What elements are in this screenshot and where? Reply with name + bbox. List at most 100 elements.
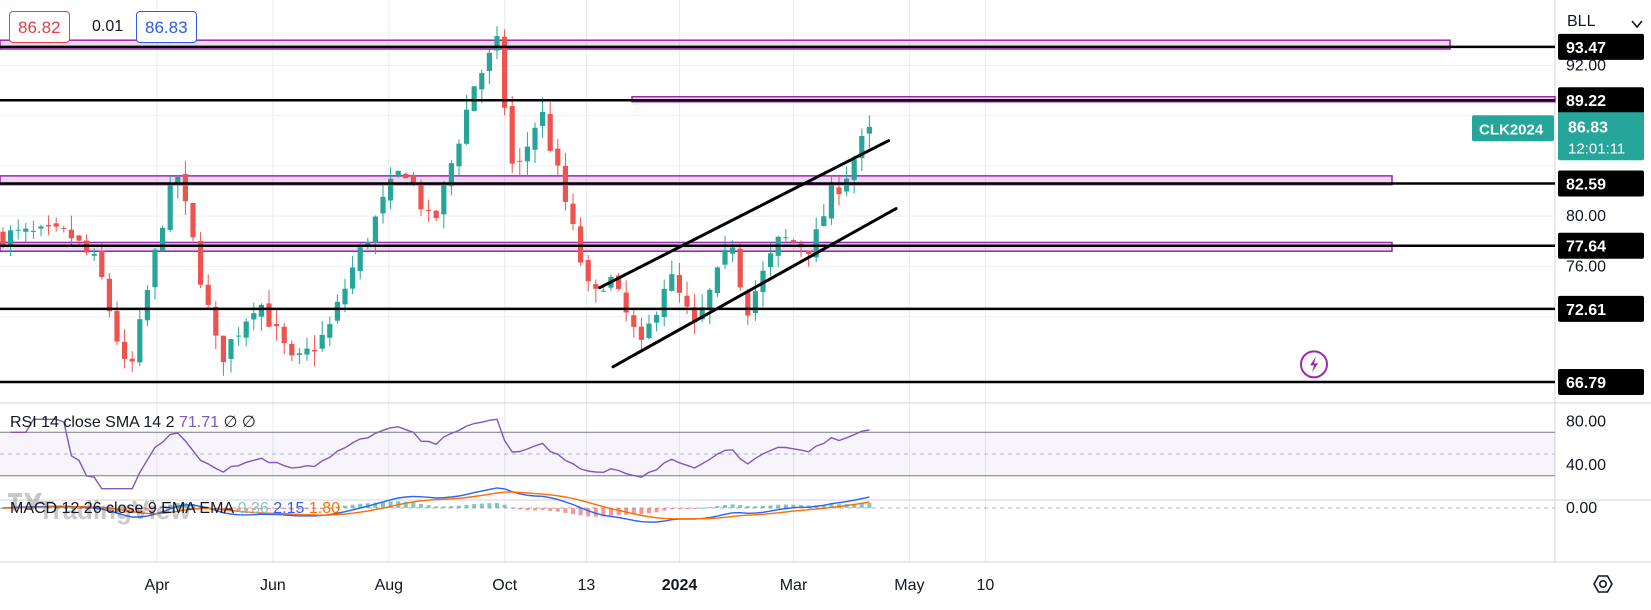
level-price-label[interactable]: 89.22 <box>1558 87 1644 114</box>
level-price-label[interactable]: 82.59 <box>1558 170 1644 197</box>
candle[interactable] <box>137 308 143 367</box>
candle[interactable] <box>646 314 652 340</box>
candle[interactable] <box>623 280 629 322</box>
level-price-label[interactable]: 77.64 <box>1558 232 1644 259</box>
candle[interactable] <box>53 217 59 232</box>
candle[interactable] <box>692 294 698 335</box>
candle[interactable] <box>243 318 249 347</box>
candle[interactable] <box>456 139 462 177</box>
candle[interactable] <box>175 174 181 199</box>
ask-price-box[interactable]: 86.83 <box>136 11 197 43</box>
candle[interactable] <box>783 229 789 244</box>
candle[interactable] <box>517 148 523 177</box>
candle[interactable] <box>654 311 660 332</box>
level-price-label[interactable]: 72.61 <box>1558 295 1644 322</box>
candle[interactable] <box>342 278 348 313</box>
channel-upper-line[interactable] <box>598 139 890 290</box>
candle[interactable] <box>532 122 538 164</box>
candle[interactable] <box>182 160 188 215</box>
candle[interactable] <box>547 101 553 153</box>
candle[interactable] <box>327 316 333 347</box>
candle[interactable] <box>737 241 743 291</box>
candle[interactable] <box>851 155 857 194</box>
candle[interactable] <box>380 183 386 224</box>
candle[interactable] <box>494 26 500 60</box>
candle[interactable] <box>220 335 226 376</box>
symbol-label[interactable]: CLK2024 <box>1472 115 1554 142</box>
candle[interactable] <box>555 139 561 177</box>
candle[interactable] <box>129 351 135 372</box>
candle[interactable] <box>844 166 850 197</box>
candle[interactable] <box>426 199 432 222</box>
candle[interactable] <box>524 132 530 177</box>
candle[interactable] <box>251 302 257 331</box>
candle[interactable] <box>509 96 515 174</box>
candle[interactable] <box>433 209 439 222</box>
candle[interactable] <box>502 29 508 116</box>
candle[interactable] <box>281 323 287 355</box>
candle[interactable] <box>714 266 720 298</box>
candle[interactable] <box>866 115 872 149</box>
candle[interactable] <box>661 279 667 327</box>
candle[interactable] <box>441 181 447 229</box>
candle[interactable] <box>486 46 492 84</box>
candle[interactable] <box>160 225 166 252</box>
candle[interactable] <box>365 237 371 250</box>
candle[interactable] <box>745 289 751 325</box>
candle[interactable] <box>821 204 827 227</box>
candle[interactable] <box>768 242 774 277</box>
candle[interactable] <box>319 321 325 352</box>
settings-gear-icon[interactable] <box>1593 575 1613 593</box>
bid-price-box[interactable]: 86.82 <box>9 11 70 43</box>
candle[interactable] <box>8 225 14 257</box>
supply-demand-zone[interactable] <box>0 39 1451 50</box>
candle[interactable] <box>395 170 401 178</box>
candle[interactable] <box>775 235 781 267</box>
candle[interactable] <box>46 215 52 236</box>
candle[interactable] <box>631 310 637 338</box>
candle[interactable] <box>91 248 97 261</box>
candle[interactable] <box>464 94 470 145</box>
candle[interactable] <box>99 242 105 280</box>
candle[interactable] <box>562 152 568 211</box>
level-price-label[interactable]: 93.47 <box>1558 33 1644 60</box>
candle[interactable] <box>676 262 682 303</box>
candle[interactable] <box>616 272 622 291</box>
candle[interactable] <box>38 224 44 237</box>
candle[interactable] <box>418 179 424 217</box>
candle[interactable] <box>669 260 675 292</box>
rsi-pane[interactable]: RSI 14 close SMA 14 2 71.71 ∅ ∅ <box>0 414 1555 490</box>
candle[interactable] <box>593 279 599 303</box>
candle[interactable] <box>167 176 173 233</box>
candle[interactable] <box>471 86 477 112</box>
candle[interactable] <box>585 254 591 292</box>
macd-legend[interactable]: MACD 12 26 close 9 EMA EMA 0.36 2.15 1.8… <box>10 500 340 517</box>
last-price-label[interactable]: 86.83 12:01:11 <box>1558 112 1644 161</box>
candle[interactable] <box>106 273 112 318</box>
candle[interactable] <box>479 69 485 104</box>
candle[interactable] <box>15 219 21 240</box>
candle[interactable] <box>144 285 150 327</box>
candle[interactable] <box>388 167 394 210</box>
candle[interactable] <box>578 217 584 266</box>
candle[interactable] <box>859 128 865 172</box>
candle[interactable] <box>403 172 409 179</box>
level-price-label[interactable]: 66.79 <box>1558 369 1644 396</box>
candle[interactable] <box>836 176 842 206</box>
candle[interactable] <box>638 317 644 352</box>
candle[interactable] <box>722 235 728 269</box>
scale-unit-label[interactable]: BLL <box>1567 13 1596 30</box>
candle[interactable] <box>312 335 318 367</box>
candle[interactable] <box>274 309 280 341</box>
rsi-legend[interactable]: RSI 14 close SMA 14 2 71.71 ∅ ∅ <box>10 414 256 431</box>
candle[interactable] <box>76 234 82 245</box>
candle[interactable] <box>730 240 736 263</box>
candle[interactable] <box>236 327 242 346</box>
candle[interactable] <box>372 215 378 255</box>
candle[interactable] <box>23 222 29 243</box>
candle[interactable] <box>152 247 158 300</box>
candle[interactable] <box>61 225 67 233</box>
candle[interactable] <box>448 159 454 196</box>
candle[interactable] <box>68 215 74 247</box>
